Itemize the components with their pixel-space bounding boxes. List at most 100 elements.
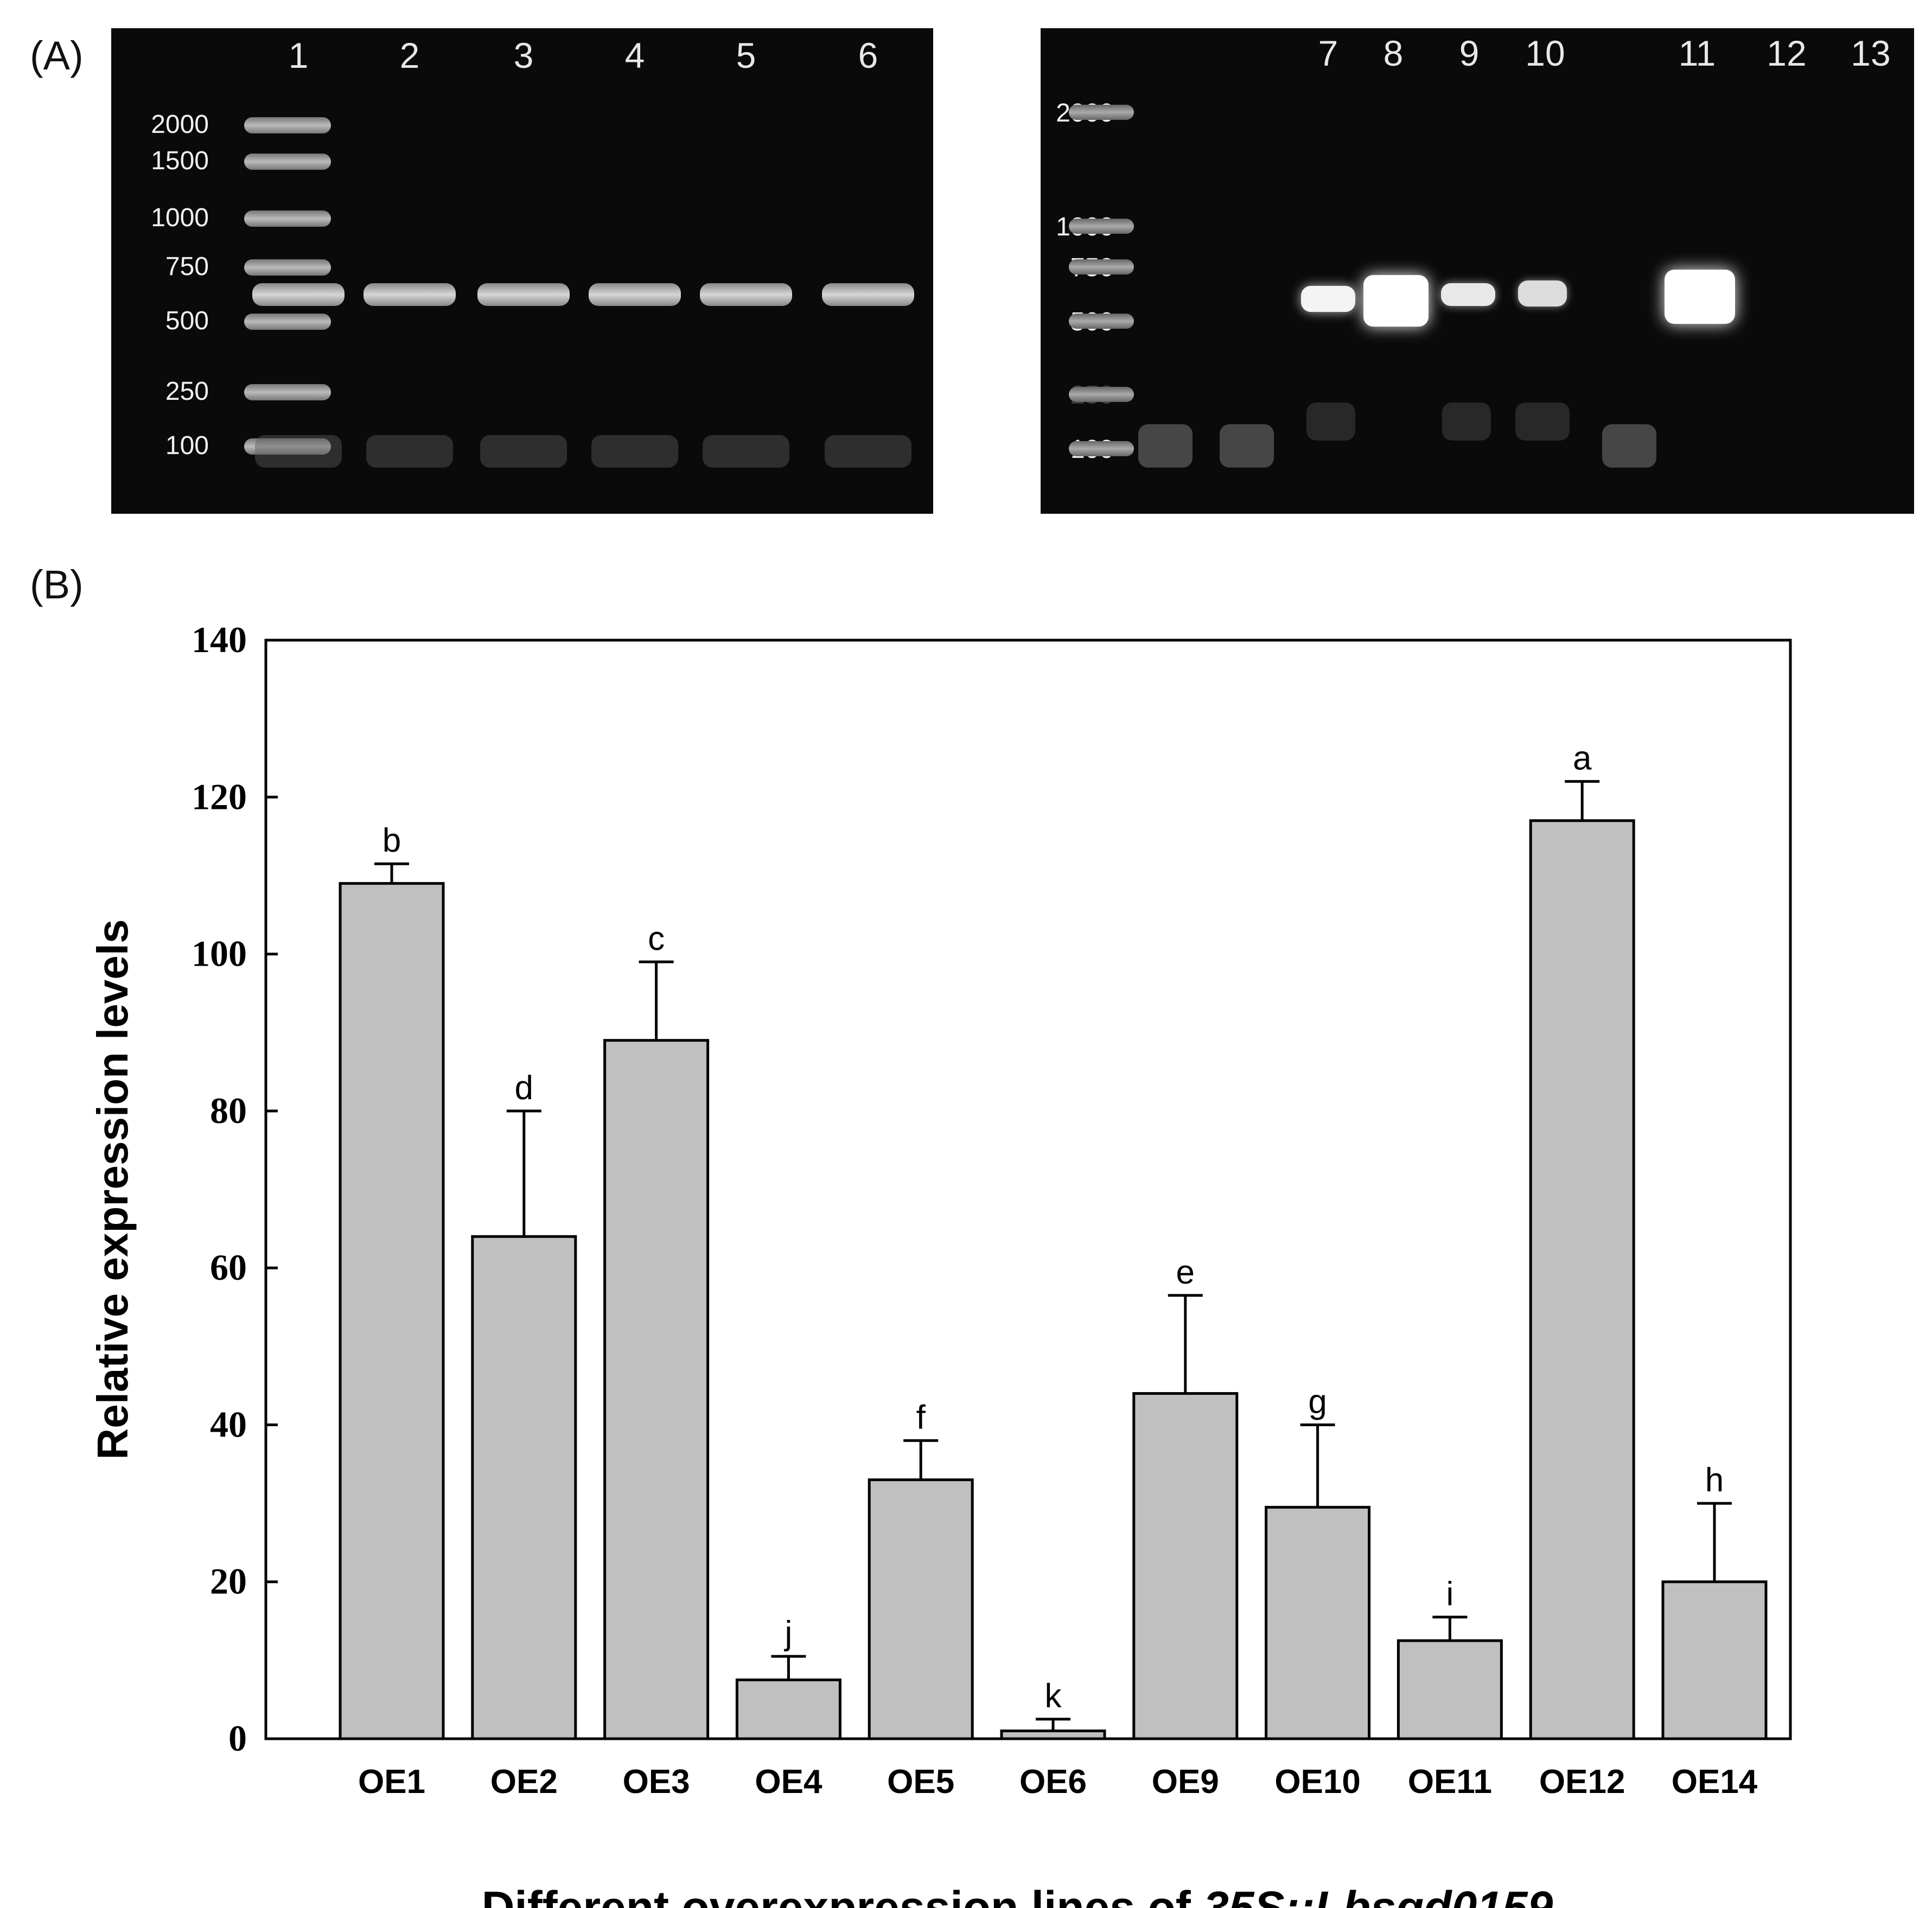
primer-dimer-band (255, 435, 342, 468)
ladder-band (1069, 314, 1134, 329)
ladder-band (1069, 259, 1134, 275)
ladder-band (1069, 441, 1134, 456)
x-tick-label: OE1 (358, 1763, 425, 1801)
gel-image-left: 1 2 3 4 5 6 2000 1500 1000 750 500 250 100 (111, 28, 933, 514)
ladder-size-label: 750 (165, 252, 209, 281)
significance-letter: c (648, 920, 665, 958)
ladder-band (244, 384, 331, 400)
ladder-size-label: 1500 (151, 146, 209, 175)
x-tick-label: OE5 (887, 1763, 954, 1801)
primer-dimer-band (703, 435, 789, 468)
x-tick-label: OE11 (1408, 1763, 1492, 1801)
primer-dimer-band (1602, 424, 1656, 468)
significance-letter: i (1446, 1575, 1454, 1613)
y-axis-title: Relative expression levels (88, 919, 137, 1459)
lane-number: 11 (1678, 33, 1716, 73)
bar (1265, 1505, 1371, 1740)
panel-b-label: (B) (30, 562, 84, 607)
bar (1000, 1730, 1106, 1740)
lane-number: 2 (399, 35, 420, 75)
pcr-band (822, 283, 914, 306)
ladder-size-label: 500 (165, 307, 209, 335)
significance-letter: e (1176, 1254, 1195, 1291)
primer-dimer-band (1138, 424, 1193, 468)
primer-dimer-band (480, 435, 567, 468)
ladder-band (1069, 105, 1134, 120)
x-tick-label: OE3 (623, 1763, 690, 1801)
primer-dimer-band (1220, 424, 1274, 468)
y-tick-label: 140 (192, 619, 247, 660)
faint-band (1306, 403, 1355, 441)
lane-number: 12 (1767, 33, 1807, 73)
lane-number: 13 (1851, 33, 1891, 73)
ladder-size-label: 250 (165, 377, 209, 406)
lane-number: 1 (288, 35, 309, 75)
gel-image-right: 7891011121320001000750500250100 (1041, 28, 1914, 514)
lane-number: 6 (858, 35, 878, 75)
faint-band (1515, 403, 1570, 441)
bar (1661, 1580, 1768, 1740)
pcr-band (589, 283, 681, 306)
ladder-band (1069, 219, 1134, 234)
y-tick-label: 40 (210, 1403, 247, 1445)
bar (868, 1478, 974, 1740)
x-tick-label: OE12 (1539, 1763, 1625, 1801)
y-tick-label: 120 (192, 776, 247, 817)
bar (735, 1679, 841, 1740)
x-tick-label: OE2 (490, 1763, 558, 1801)
lane-number: 4 (624, 35, 645, 75)
pcr-band (1441, 283, 1495, 306)
y-tick-label: 60 (210, 1247, 247, 1288)
y-tick-label: 80 (210, 1090, 247, 1131)
faint-band (1442, 403, 1491, 441)
ladder-band (244, 259, 331, 276)
bar-chart: 0 20 40 60 80 100 120 140 b OE1 d OE2 c OE3 j OE4 f OE5 k O… (88, 619, 1792, 1908)
significance-letter: a (1573, 739, 1592, 777)
lane-number: 5 (736, 35, 756, 75)
bar (603, 1039, 710, 1740)
ladder-size-label: 2000 (151, 110, 209, 139)
significance-letter: k (1045, 1677, 1062, 1715)
bar (1529, 819, 1635, 1740)
ladder-band (244, 210, 331, 227)
primer-dimer-band (591, 435, 678, 468)
x-tick-label: OE4 (755, 1763, 822, 1801)
pcr-band (364, 283, 456, 306)
y-tick-label: 0 (228, 1718, 247, 1759)
bar (471, 1235, 577, 1740)
significance-letter: d (515, 1069, 533, 1107)
significance-letter: j (784, 1615, 793, 1652)
ladder-band (244, 314, 331, 330)
pcr-band (1301, 286, 1355, 312)
bar (339, 882, 445, 1740)
x-axis-title-construct: 35S::Lbsgd0159 (1203, 1882, 1553, 1908)
x-axis-title: Different overexpression lines of 35S::L… (482, 1882, 1553, 1908)
ladder-band (244, 438, 331, 455)
x-tick-label: OE6 (1019, 1763, 1087, 1801)
pcr-band (700, 283, 792, 306)
ladder-band (244, 154, 331, 170)
lane-number: 7 (1318, 33, 1338, 73)
significance-letter: g (1308, 1383, 1327, 1420)
y-tick-label: 20 (210, 1561, 247, 1602)
ladder-size-label: 1000 (151, 203, 209, 232)
pcr-band (252, 283, 345, 306)
lane-number: 8 (1383, 33, 1404, 73)
ladder-band (244, 117, 331, 133)
x-axis-title-text: Different overexpression lines of (482, 1882, 1203, 1908)
significance-letter: b (382, 822, 401, 859)
x-tick-label: OE10 (1274, 1763, 1361, 1801)
significance-letter: h (1705, 1462, 1724, 1499)
x-tick-label: OE9 (1152, 1763, 1219, 1801)
ladder-size-label: 100 (165, 431, 209, 460)
panel-a-label: (A) (30, 33, 84, 78)
lane-number: 10 (1525, 33, 1565, 73)
x-tick-label: OE14 (1672, 1763, 1758, 1801)
pcr-band (477, 283, 570, 306)
bar (1132, 1392, 1239, 1740)
pcr-band (1518, 280, 1567, 307)
lane-number: 3 (513, 35, 534, 75)
lane-number: 9 (1459, 33, 1480, 73)
y-tick-label: 100 (192, 933, 247, 974)
pcr-band (1665, 270, 1735, 324)
